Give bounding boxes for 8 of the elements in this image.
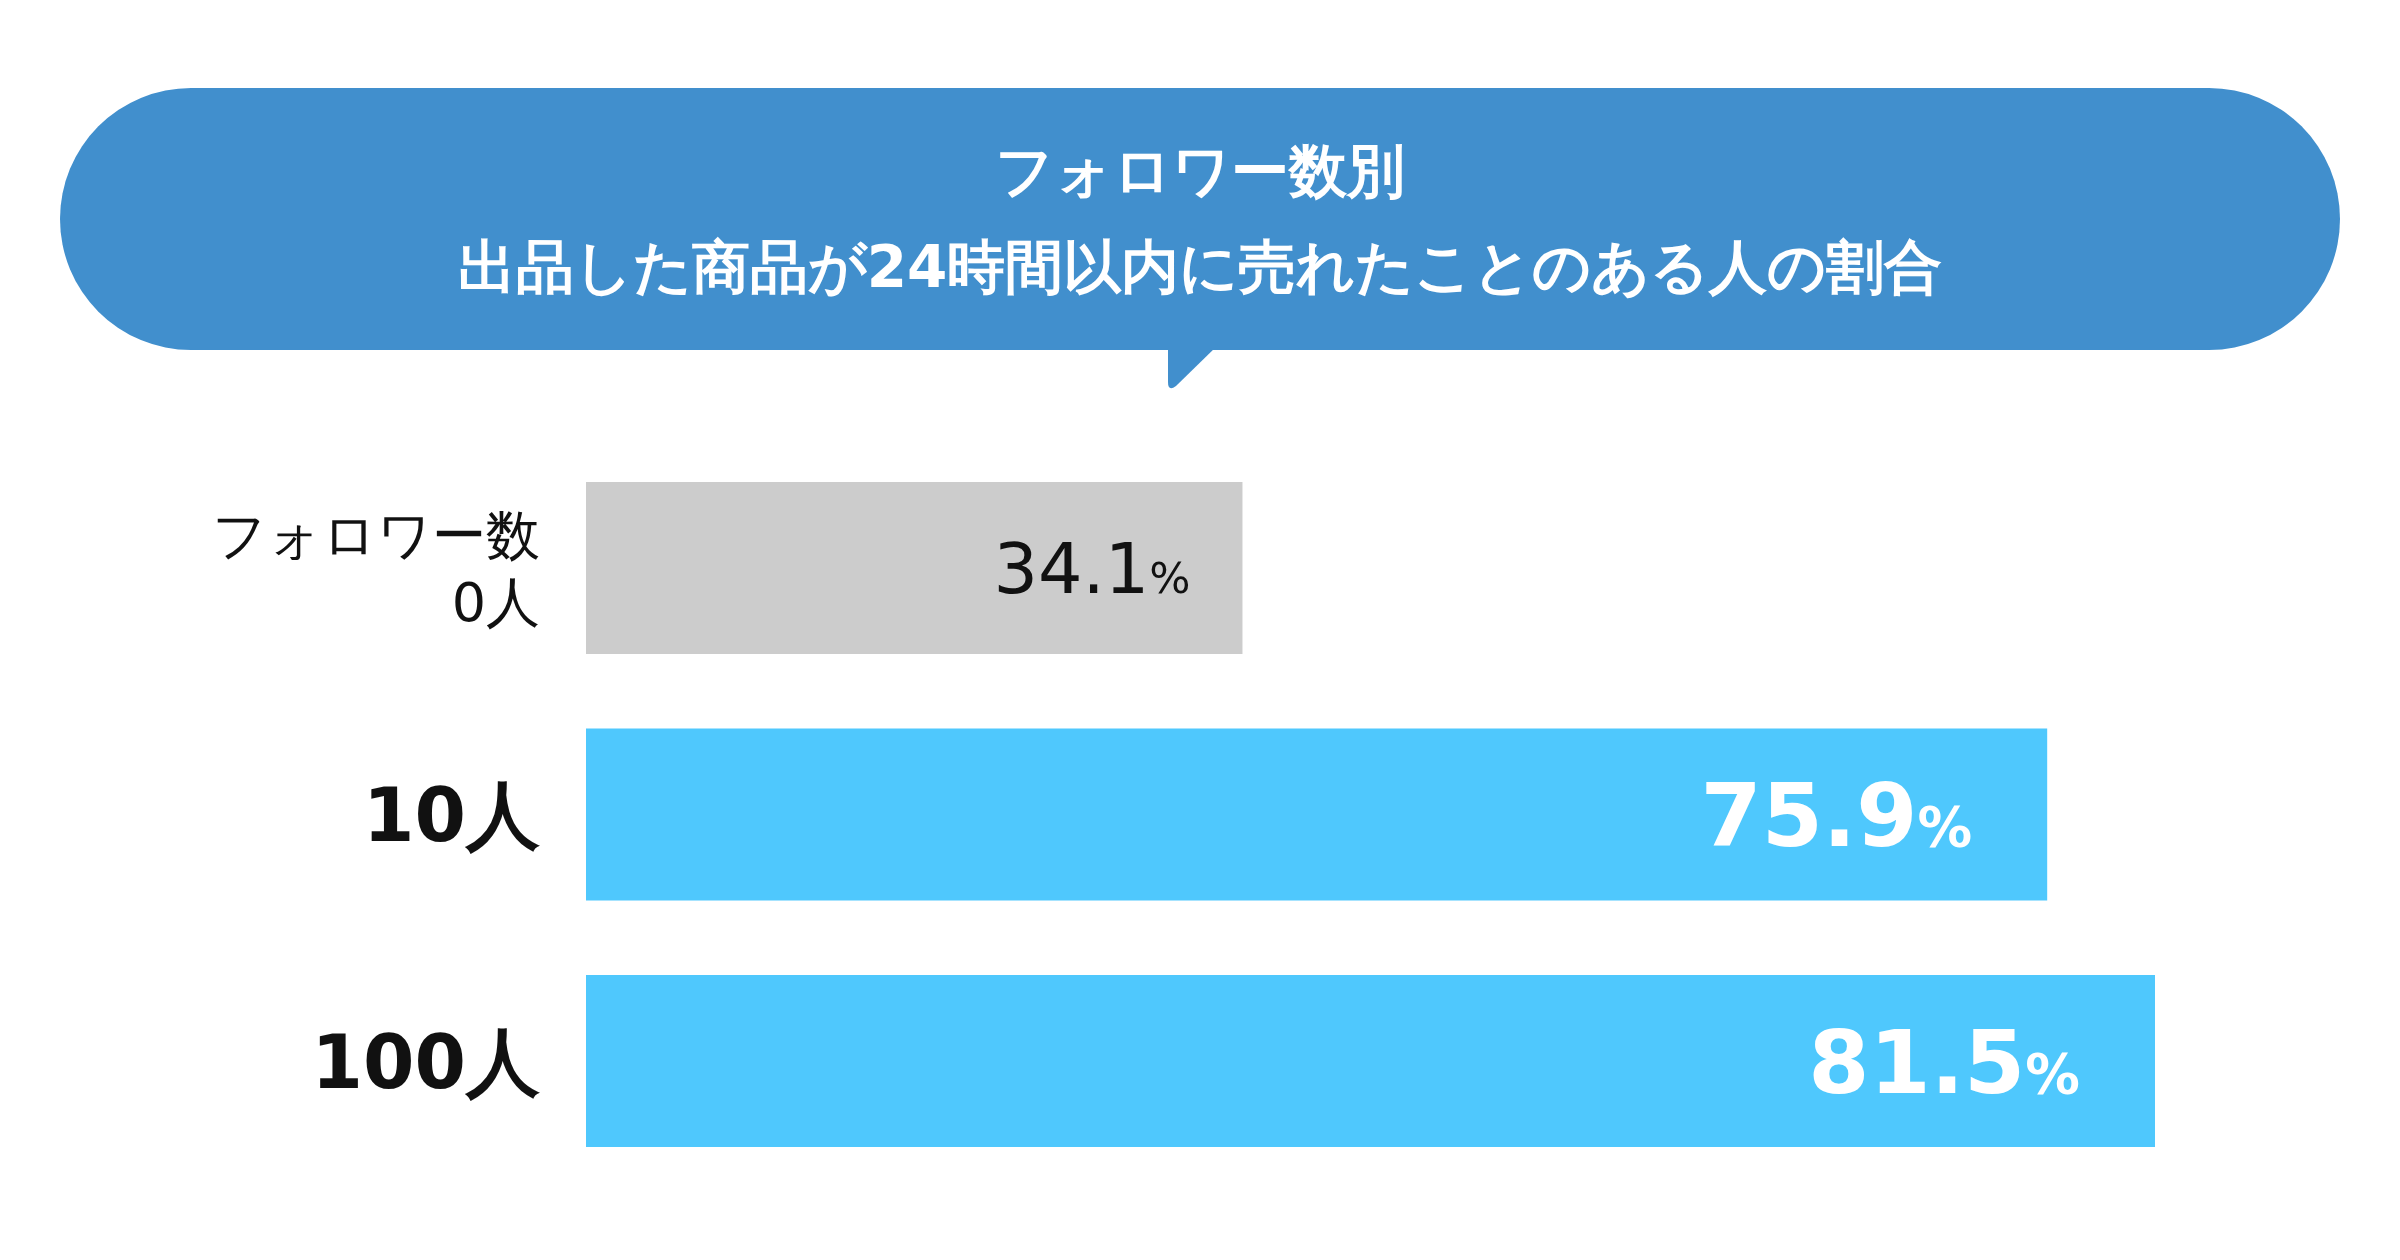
y-tick-label: 100人 — [311, 1018, 540, 1105]
data-label: 81.5% — [1808, 1010, 2080, 1114]
chart-title: フォロワー数別 — [995, 137, 1405, 205]
chart-subtitle: 出品した商品が24時間以内に売れたことのある人の割合 — [457, 233, 1943, 301]
y-tick-label: フォロワー数 0人 — [212, 503, 540, 635]
data-label: 34.1% — [993, 528, 1191, 611]
data-label: 75.9% — [1700, 764, 1973, 868]
y-tick-label: 10人 — [363, 772, 540, 859]
